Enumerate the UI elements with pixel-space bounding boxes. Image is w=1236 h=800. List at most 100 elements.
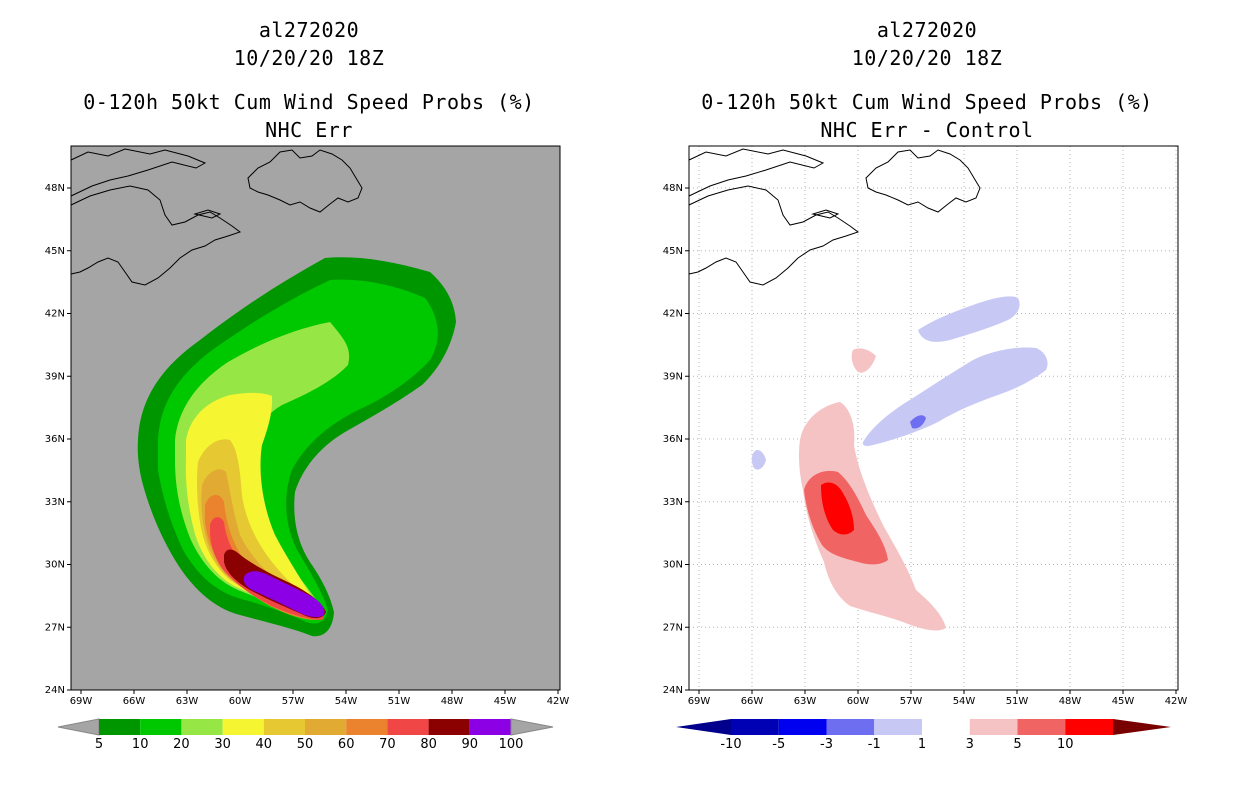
axis-ticks: 69W 66W 63W 60W 57W 54W 51W 48W 45W 42W 24N 27N 30N 3… <box>663 183 1188 707</box>
colorbar-box <box>263 719 305 735</box>
coast-newfoundland <box>247 149 363 213</box>
product-title: 0-120h 50kt Cum Wind Speed Probs (%) <box>701 90 1153 114</box>
colorbar-box <box>387 719 429 735</box>
lat-tick-label: 45N <box>45 246 65 257</box>
lat-tick-label: 24N <box>45 685 65 696</box>
lon-tick-label: 54W <box>335 696 358 707</box>
lat-tick-label: 24N <box>663 685 683 696</box>
coast-pei <box>811 209 840 219</box>
diff-positive-blob <box>851 348 876 373</box>
lat-tick-label: 48N <box>663 183 683 194</box>
coast-quebec-maritimes <box>70 185 242 286</box>
date-title: 10/20/20 18Z <box>851 46 1003 70</box>
colorbar-label: 1 <box>918 737 926 752</box>
lon-tick-label: 48W <box>1059 696 1082 707</box>
colorbar-box <box>181 719 223 735</box>
lon-tick-label: 57W <box>282 696 305 707</box>
lon-tick-label: 69W <box>70 696 93 707</box>
lon-tick-label: 48W <box>441 696 464 707</box>
lon-tick-label: 69W <box>688 696 711 707</box>
colorbar-box <box>922 719 970 735</box>
colorbar-label: 60 <box>338 737 355 752</box>
lon-tick-label: 57W <box>900 696 923 707</box>
lat-tick-label: 42N <box>663 309 683 320</box>
lat-tick-label: 30N <box>663 560 683 571</box>
colorbar-label: 10 <box>1057 737 1074 752</box>
date-title: 10/20/20 18Z <box>233 46 385 70</box>
colorbar-over-arrow <box>510 718 554 736</box>
lat-tick-label: 27N <box>663 622 683 633</box>
left-map-svg: 69W 66W 63W 60W 57W 54W 51W 48W 45W 42W 24N 27N 30N 3… <box>45 145 570 752</box>
lat-tick-label: 27N <box>45 622 65 633</box>
colorbar: -10 -5 -3 -1 1 3 5 10 <box>676 719 1171 752</box>
lat-tick-label: 36N <box>45 434 65 445</box>
colorbar-label: 80 <box>420 737 437 752</box>
diff-negative-3 <box>910 415 926 429</box>
lon-tick-label: 66W <box>741 696 764 707</box>
colorbar-label: -5 <box>772 737 785 752</box>
colorbar-box <box>346 719 388 735</box>
colorbar-box <box>140 719 182 735</box>
colorbar-label: 70 <box>379 737 396 752</box>
lat-tick-label: 30N <box>45 560 65 571</box>
coastlines <box>70 148 363 286</box>
coast-pei <box>193 209 222 219</box>
lon-tick-label: 42W <box>547 696 570 707</box>
colorbar-box <box>731 719 779 735</box>
experiment-title: NHC Err <box>265 118 353 142</box>
probability-swath <box>137 257 456 637</box>
lon-tick-label: 60W <box>847 696 870 707</box>
diff-negative-blob <box>751 449 766 470</box>
lon-tick-label: 66W <box>123 696 146 707</box>
contour-50 <box>201 469 318 618</box>
experiment-title: NHC Err - Control <box>820 118 1034 142</box>
lon-tick-label: 45W <box>494 696 517 707</box>
colorbar-box <box>469 719 511 735</box>
lat-tick-label: 33N <box>45 497 65 508</box>
storm-id-title: al272020 <box>876 18 978 42</box>
lon-tick-label: 45W <box>1112 696 1135 707</box>
lat-tick-label: 36N <box>663 434 683 445</box>
diff-positive-5 <box>821 482 854 535</box>
colorbar-box <box>428 719 470 735</box>
colorbar-over-arrow <box>1113 719 1171 735</box>
colorbar-label: 5 <box>1013 737 1021 752</box>
colorbar-label: 30 <box>214 737 231 752</box>
diff-positive-1 <box>799 402 946 631</box>
lat-tick-label: 39N <box>663 371 683 382</box>
right-panel: al272020 10/20/20 18Z 0-120h 50kt Cum Wi… <box>618 0 1236 800</box>
lon-tick-label: 51W <box>1006 696 1029 707</box>
colorbar-under-arrow <box>57 718 100 736</box>
colorbar-under-arrow <box>676 719 731 735</box>
colorbar-label: 20 <box>173 737 190 752</box>
axis-ticks: 69W 66W 63W 60W 57W 54W 51W 48W 45W 42W 24N 27N 30N 3… <box>45 183 570 707</box>
lon-tick-label: 63W <box>794 696 817 707</box>
lon-tick-label: 51W <box>388 696 411 707</box>
colorbar-label: -10 <box>720 737 741 752</box>
left-panel: al272020 10/20/20 18Z 0-120h 50kt Cum Wi… <box>45 18 570 752</box>
lat-tick-label: 39N <box>45 371 65 382</box>
difference-field <box>751 296 1048 631</box>
colorbar-box <box>778 719 827 735</box>
lat-tick-label: 42N <box>45 309 65 320</box>
coastlines <box>688 148 981 286</box>
lon-tick-label: 42W <box>1165 696 1188 707</box>
lat-tick-label: 45N <box>663 246 683 257</box>
colorbar-label: 10 <box>132 737 149 752</box>
colorbar-label: -3 <box>820 737 833 752</box>
diff-negative-1b <box>918 296 1020 342</box>
colorbar-label: -1 <box>868 737 881 752</box>
colorbar-box <box>826 719 875 735</box>
coast-north <box>70 148 207 197</box>
diff-negative-1a <box>862 347 1048 446</box>
contour-90 <box>243 571 325 618</box>
lon-tick-label: 63W <box>176 696 199 707</box>
lon-tick-label: 54W <box>953 696 976 707</box>
colorbar-box <box>222 719 264 735</box>
lon-tick-label: 60W <box>229 696 252 707</box>
colorbar-box <box>969 719 1018 735</box>
lat-tick-label: 33N <box>663 497 683 508</box>
map-frame <box>70 145 561 691</box>
colorbar-label: 90 <box>462 737 479 752</box>
colorbar-label: 50 <box>297 737 314 752</box>
